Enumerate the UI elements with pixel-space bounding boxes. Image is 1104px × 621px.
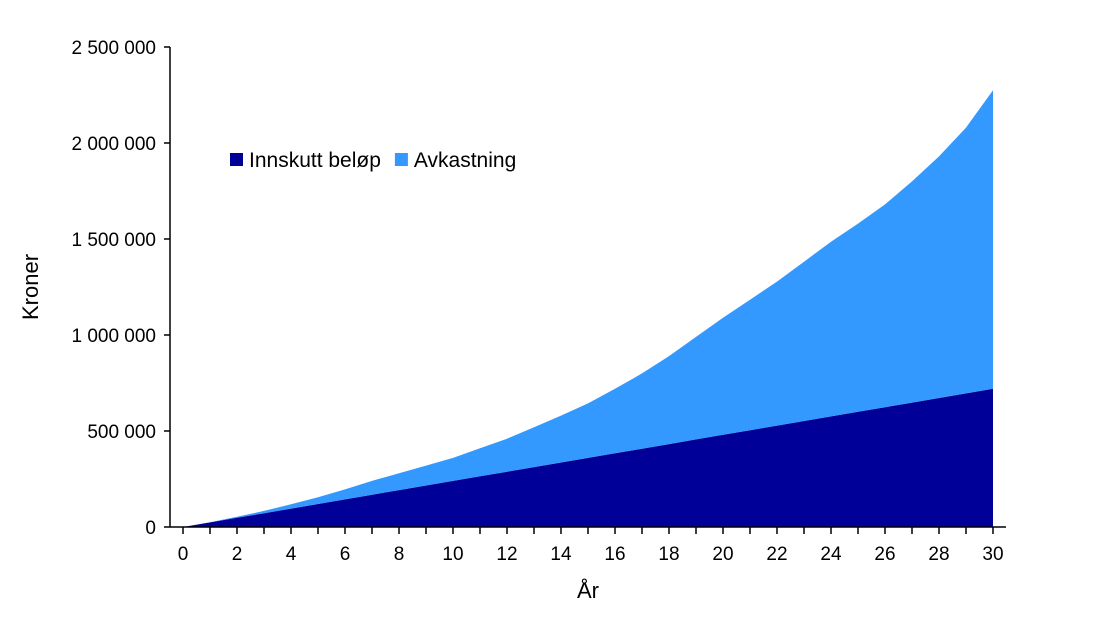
y-tick-label: 2 500 000 <box>71 38 156 59</box>
y-axis-title: Kroner <box>18 254 43 320</box>
x-tick-label: 14 <box>550 544 572 565</box>
y-tick-label: 1 000 000 <box>71 326 156 347</box>
x-tick-label: 22 <box>766 544 787 565</box>
x-tick-label: 10 <box>442 544 463 565</box>
x-tick-label: 2 <box>232 544 243 565</box>
x-tick-label: 6 <box>340 544 351 565</box>
x-tick-labels: 0 2 4 6 8 10 12 14 16 18 20 22 24 26 28 30 <box>178 544 1004 565</box>
y-tick-label: 1 500 000 <box>71 230 156 251</box>
y-tick-label: 2 000 000 <box>71 134 156 155</box>
area-series-1 <box>183 90 993 527</box>
y-tick-labels: 0 500 000 1 000 000 1 500 000 2 000 000 2 500… <box>71 38 156 539</box>
legend-swatch-0 <box>230 153 243 166</box>
legend-label-1: Avkastning <box>414 149 516 172</box>
area-series-group <box>183 90 993 527</box>
x-tick-label: 30 <box>982 544 1003 565</box>
x-tick-label: 4 <box>286 544 297 565</box>
x-tick-label: 8 <box>394 544 405 565</box>
x-tick-label: 12 <box>496 544 517 565</box>
legend-swatch-1 <box>394 153 408 166</box>
x-tick-label: 24 <box>820 544 842 565</box>
x-tick-label: 0 <box>178 544 189 565</box>
legend: Innskutt beløp Avkastning <box>230 149 516 172</box>
x-tick-label: 18 <box>658 544 679 565</box>
x-axis-title: År <box>577 578 599 603</box>
x-tick-label: 20 <box>712 544 733 565</box>
x-tick-label: 16 <box>604 544 625 565</box>
legend-label-0: Innskutt beløp <box>249 149 381 172</box>
y-tick-label: 500 000 <box>87 422 156 443</box>
x-tick-label: 28 <box>928 544 949 565</box>
x-tick-label: 26 <box>874 544 895 565</box>
axes-group <box>164 46 1006 534</box>
y-tick-label: 0 <box>145 518 156 539</box>
